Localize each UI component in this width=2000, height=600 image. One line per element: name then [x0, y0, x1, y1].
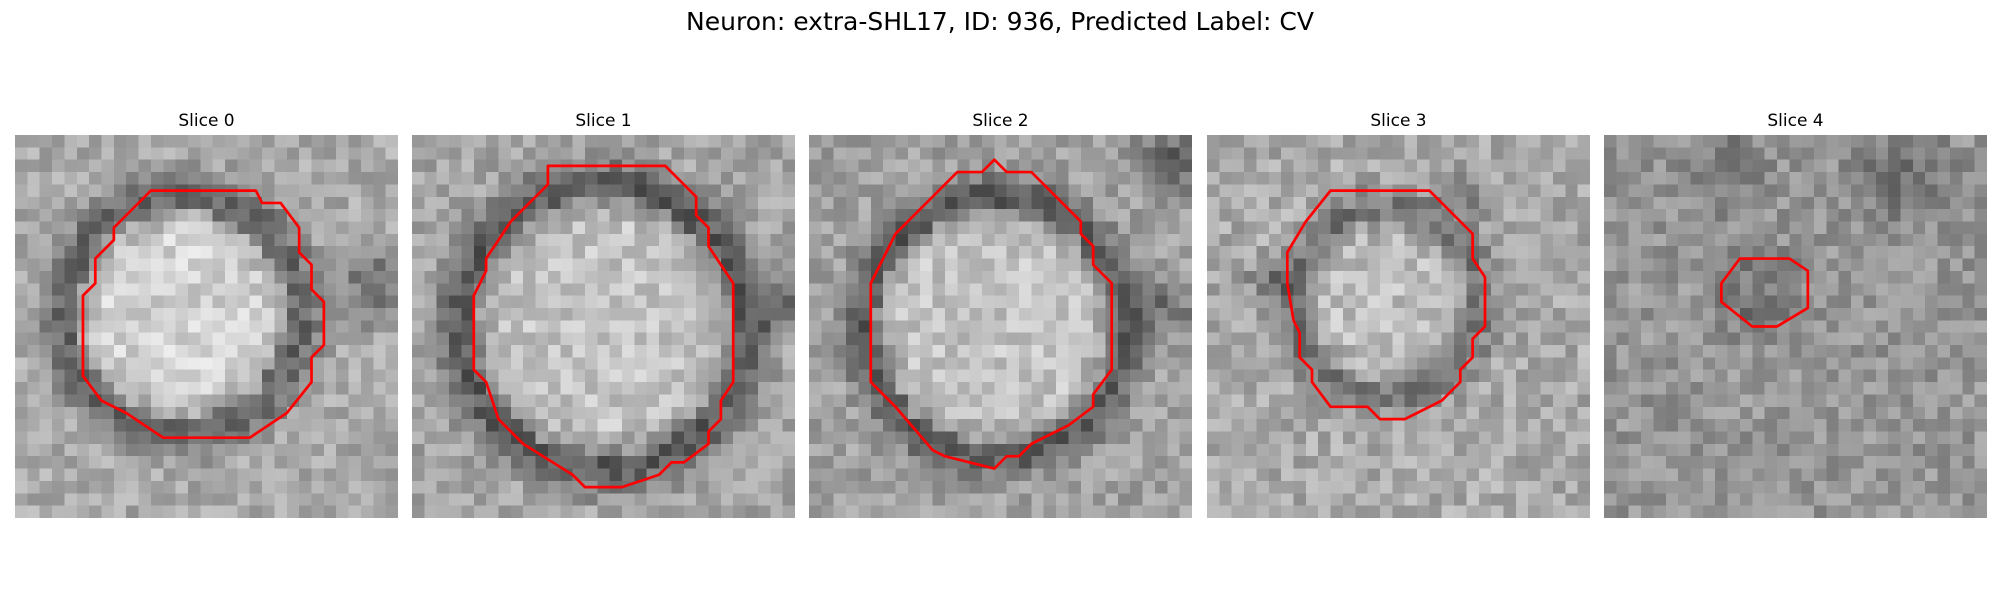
slice-image: [809, 135, 1192, 518]
slice-title: Slice 1: [575, 111, 632, 131]
slice-panel-0: Slice 0: [15, 110, 398, 518]
segmentation-contour: [472, 164, 735, 489]
slice-title: Slice 4: [1767, 111, 1824, 131]
segmentation-contour: [81, 189, 326, 440]
pixel-grid: [1604, 135, 1987, 518]
slice-title: Slice 0: [178, 111, 235, 131]
slice-image: [1207, 135, 1590, 518]
segmentation-contour: [869, 158, 1114, 470]
slice-title: Slice 2: [972, 111, 1029, 131]
segmentation-contour: [1720, 257, 1810, 328]
segmentation-contour: [1285, 189, 1487, 421]
pixel-grid: [809, 135, 1192, 518]
pixel-grid: [412, 135, 795, 518]
slice-panel-3: Slice 3: [1207, 110, 1590, 518]
slice-image: [1604, 135, 1987, 518]
pixel-grid: [15, 135, 398, 518]
slice-panel-1: Slice 1: [412, 110, 795, 518]
slice-title: Slice 3: [1370, 111, 1427, 131]
pixel-grid: [1207, 135, 1590, 518]
slice-image: [412, 135, 795, 518]
figure-title: Neuron: extra-SHL17, ID: 936, Predicted …: [686, 7, 1314, 36]
slice-image: [15, 135, 398, 518]
slice-panel-2: Slice 2: [809, 110, 1192, 518]
slice-panel-4: Slice 4: [1604, 110, 1987, 518]
